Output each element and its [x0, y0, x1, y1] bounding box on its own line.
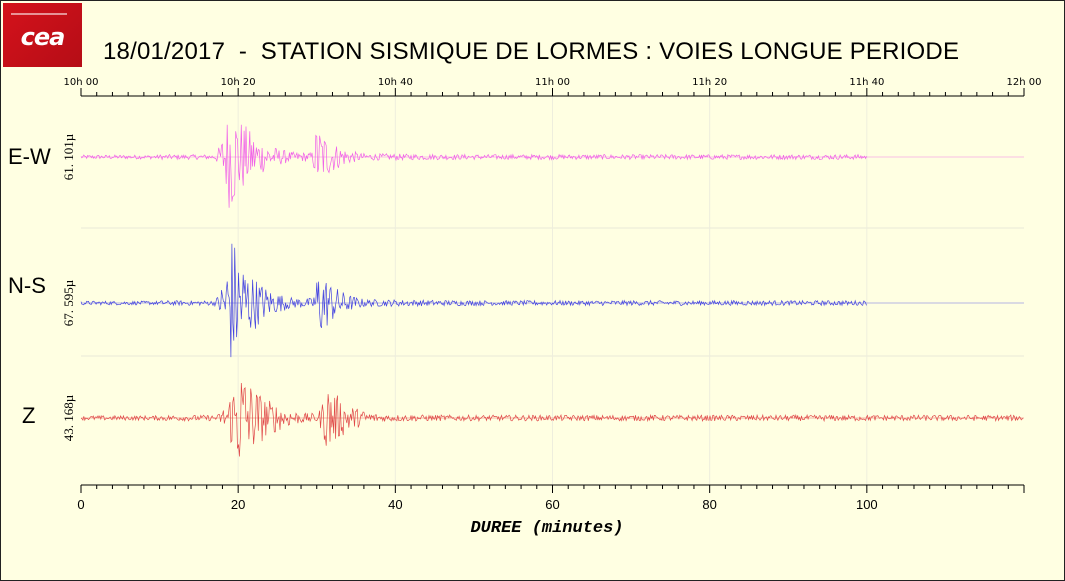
- channel-trace: [80, 124, 867, 208]
- time-tick-label: 12h 00: [1007, 77, 1042, 88]
- time-tick-label: 10h 20: [221, 77, 256, 88]
- time-tick-label: 11h 00: [535, 77, 570, 88]
- chart-title: 18/01/2017 - STATION SISMIQUE DE LORMES …: [103, 38, 960, 65]
- logo-tagline-bar: [11, 13, 67, 15]
- x-tick-label: 60: [545, 497, 559, 512]
- channel-label: N-S: [8, 273, 46, 298]
- channel-scale: 67. 595µ: [61, 279, 76, 326]
- x-tick-label: 20: [231, 497, 245, 512]
- x-tick-label: 40: [388, 497, 402, 512]
- x-tick-label: 0: [77, 497, 84, 512]
- channel-trace: [80, 382, 1024, 457]
- time-tick-label: 11h 20: [692, 77, 727, 88]
- x-axis-label: DUREE (minutes): [470, 519, 623, 538]
- x-tick-label: 80: [702, 497, 716, 512]
- time-tick-label: 10h 40: [378, 77, 413, 88]
- channel-trace: [80, 243, 867, 358]
- time-tick-label: 10h 00: [64, 77, 99, 88]
- x-tick-label: 100: [856, 497, 878, 512]
- channel-scale: 43. 168µ: [61, 394, 76, 441]
- time-tick-label: 11h 40: [849, 77, 884, 88]
- cea-logo: cea: [3, 3, 82, 67]
- channel-label: Z: [22, 403, 35, 428]
- channel-label: E-W: [8, 144, 51, 169]
- logo-text: cea: [20, 23, 66, 51]
- channel-scale: 61. 101µ: [61, 133, 76, 180]
